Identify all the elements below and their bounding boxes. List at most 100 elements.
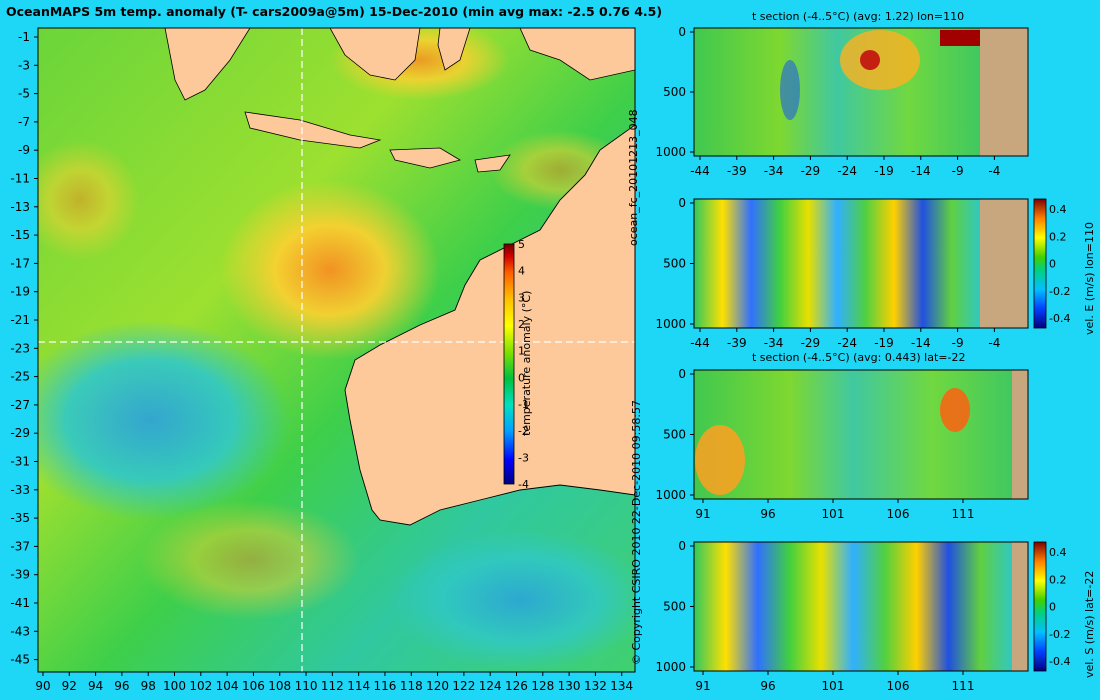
section-x-tick-label: 96 [760, 507, 775, 521]
section-x-tick-label: 111 [952, 507, 975, 521]
map-x-tick-label: 114 [347, 679, 370, 693]
colorbar-tick-label: 5 [518, 238, 525, 251]
section-x-tick-label: -19 [874, 336, 894, 350]
map-y-tick-label: -23 [10, 341, 30, 355]
vel-colorbar-tick-label: 0.2 [1049, 230, 1067, 243]
panel-t-section-lat [693, 369, 1029, 500]
section-x-tick-label: -14 [911, 164, 931, 178]
section-x-tick-label: -4 [988, 164, 1000, 178]
vel-colorbar-tick-label: -0.2 [1049, 285, 1070, 298]
map-y-tick-label: -41 [10, 596, 30, 610]
section-x-tick-label: -14 [911, 336, 931, 350]
vel-colorbar-tick-label: 0.4 [1049, 203, 1067, 216]
map-x-tick-label: 100 [163, 679, 186, 693]
section-x-tick-label: 101 [822, 679, 845, 693]
map-x-tick-label: 112 [321, 679, 344, 693]
map-x-tick-label: 102 [189, 679, 212, 693]
vel-e-label: vel. E (m/s) lon=110 [1083, 222, 1096, 335]
section-y-tick-label: 0 [678, 539, 686, 553]
section-y-tick-label: 1000 [655, 488, 686, 502]
map-x-tick-label: 108 [268, 679, 291, 693]
colorbar-tick-label: 4 [518, 265, 525, 278]
map-x-tick-label: 116 [374, 679, 397, 693]
map-y-tick-label: -19 [10, 285, 30, 299]
colorbar-tick-label: -2 [518, 425, 529, 438]
section-x-tick-label: -44 [690, 164, 710, 178]
section-x-tick-label: -29 [801, 164, 821, 178]
map-y-tick-label: -5 [18, 87, 30, 101]
map-x-tick-label: 120 [426, 679, 449, 693]
colorbar-tick-label: 1 [518, 345, 525, 358]
map-y-tick-label: -9 [18, 143, 30, 157]
section-x-tick-label: 106 [887, 507, 910, 521]
map-y-tick-label: -45 [10, 653, 30, 667]
panel-t-section-lon [693, 27, 1029, 157]
section-x-tick-label: -34 [764, 336, 784, 350]
map-x-tick-label: 92 [62, 679, 77, 693]
section-x-tick-label: -39 [727, 336, 747, 350]
section-y-tick-label: 0 [678, 25, 686, 39]
section-x-tick-label: -9 [952, 164, 964, 178]
map-y-tick-label: -7 [18, 115, 30, 129]
t-section-lon-title: t section (-4..5°C) (avg: 1.22) lon=110 [752, 10, 965, 23]
map-x-tick-label: 124 [479, 679, 502, 693]
section-x-tick-label: -29 [801, 336, 821, 350]
map-x-tick-label: 94 [88, 679, 103, 693]
colorbar-tick-label: -3 [518, 451, 529, 464]
map-x-tick-label: 130 [558, 679, 581, 693]
map-x-tick-label: 90 [35, 679, 50, 693]
map-x-tick-label: 110 [295, 679, 318, 693]
map-x-tick-label: 118 [400, 679, 423, 693]
panel-vel-s-section [693, 541, 1047, 672]
section-x-tick-label: -9 [952, 336, 964, 350]
vel-colorbar-tick-label: -0.4 [1049, 312, 1070, 325]
map-y-tick-label: -27 [10, 398, 30, 412]
map-x-tick-label: 106 [242, 679, 265, 693]
panel-vel-e-section [693, 198, 1047, 329]
map-y-tick-label: -11 [10, 172, 30, 186]
map-y-tick-label: -15 [10, 228, 30, 242]
section-x-tick-label: -39 [727, 164, 747, 178]
map-y-tick-label: -37 [10, 539, 30, 553]
section-y-tick-label: 0 [678, 367, 686, 381]
map-x-tick-label: 128 [531, 679, 554, 693]
section-y-tick-label: 500 [663, 428, 686, 442]
colorbar-tick-label: 0 [518, 371, 525, 384]
map-x-tick-label: 98 [141, 679, 156, 693]
t-section-lat-title: t section (-4..5°C) (avg: 0.443) lat=-22 [752, 351, 966, 364]
map-y-tick-label: -39 [10, 568, 30, 582]
land-sumatra [164, 28, 251, 101]
section-x-tick-label: -4 [988, 336, 1000, 350]
map-y-tick-label: -35 [10, 511, 30, 525]
map-y-tick-label: -3 [18, 58, 30, 72]
section-y-tick-label: 500 [663, 85, 686, 99]
vel-colorbar-tick-label: 0 [1049, 258, 1056, 271]
section-y-tick-label: 1000 [655, 317, 686, 331]
vel-colorbar-tick-label: 0 [1049, 601, 1056, 614]
land-australia [344, 124, 635, 526]
map-x-tick-label: 122 [452, 679, 475, 693]
section-x-tick-label: -24 [837, 164, 857, 178]
map-x-tick-label: 134 [610, 679, 633, 693]
map-y-tick-label: -21 [10, 313, 30, 327]
land-java [244, 111, 382, 149]
vel-colorbar-tick-label: 0.4 [1049, 546, 1067, 559]
section-x-tick-label: -34 [764, 164, 784, 178]
section-y-tick-label: 500 [663, 600, 686, 614]
section-x-tick-label: 91 [695, 679, 710, 693]
map-y-tick-label: -13 [10, 200, 30, 214]
main-title: OceanMAPS 5m temp. anomaly (T- cars2009a… [6, 4, 663, 19]
map-y-tick-label: -25 [10, 370, 30, 384]
vel-colorbar-tick-label: -0.4 [1049, 655, 1070, 668]
map-colorbar [503, 243, 515, 485]
section-y-tick-label: 0 [678, 196, 686, 210]
land-new-guinea [519, 28, 635, 81]
vel-colorbar-tick-label: 0.2 [1049, 573, 1067, 586]
map-y-tick-label: -43 [10, 624, 30, 638]
vel-colorbar-tick-label: -0.2 [1049, 628, 1070, 641]
colorbar-tick-label: 2 [518, 318, 525, 331]
colorbar-tick-label: 3 [518, 291, 525, 304]
map-x-tick-label: 96 [114, 679, 129, 693]
section-y-tick-label: 1000 [655, 660, 686, 674]
